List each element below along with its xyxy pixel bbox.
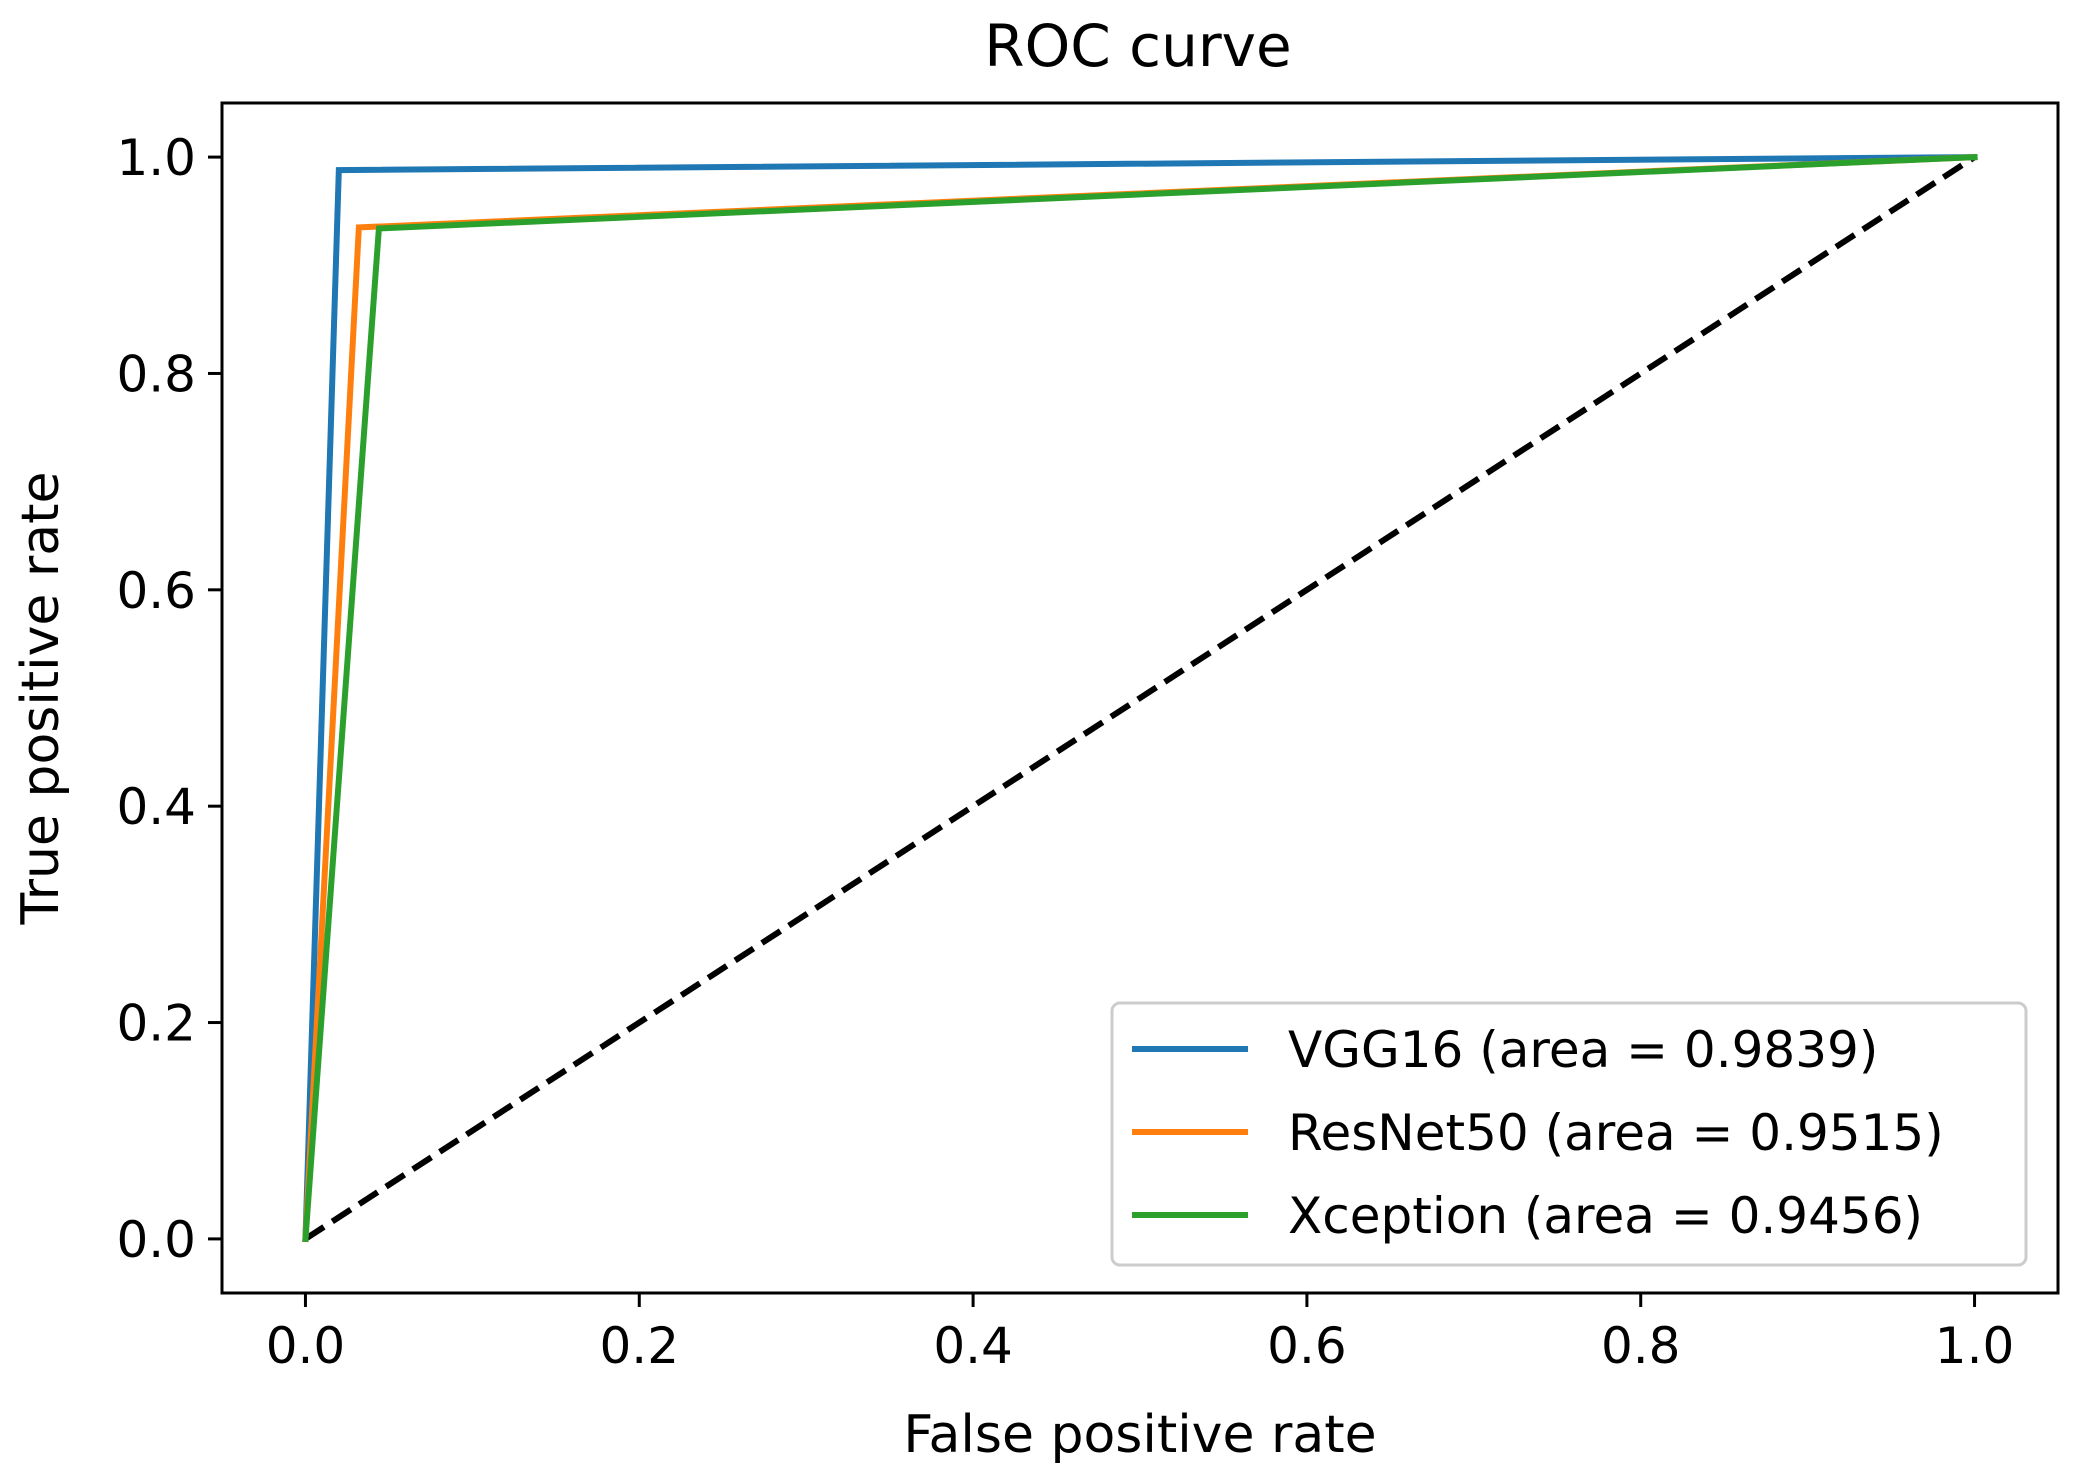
- legend-label-3: Xception (area = 0.9456): [1288, 1187, 1923, 1245]
- y-tick-label: 0.6: [116, 562, 196, 620]
- x-tick-label: 0.6: [1267, 1317, 1347, 1375]
- y-axis-label: True positive rate: [11, 471, 71, 925]
- chart-title: ROC curve: [984, 12, 1291, 80]
- series-line-1: [302, 154, 1978, 1243]
- y-tick-label: 0.2: [116, 995, 196, 1053]
- plot-frame: [220, 101, 2060, 1295]
- reference-diagonal-line: [303, 154, 1977, 1242]
- legend-label-2: ResNet50 (area = 0.9515): [1288, 1104, 1944, 1162]
- x-tick-label: 0.2: [600, 1317, 680, 1375]
- y-tick-label: 0.0: [116, 1211, 196, 1269]
- y-tick-label: 0.4: [116, 778, 196, 836]
- x-axis-ticks: 0.0 0.2 0.4 0.6 0.8 1.0: [266, 1293, 2015, 1375]
- y-tick-label: 0.8: [116, 345, 196, 403]
- legend-label-1: VGG16 (area = 0.9839): [1288, 1021, 1878, 1079]
- plot-lines: [302, 153, 1978, 1243]
- legend: VGG16 (area = 0.9839) ResNet50 (area = 0.…: [1110, 1001, 2028, 1267]
- x-tick-label: 0.0: [266, 1317, 346, 1375]
- series-line-3: [302, 153, 1978, 1243]
- y-axis-ticks: 0.0 0.2 0.4 0.6 0.8 1.0: [116, 129, 222, 1269]
- y-tick-label: 1.0: [116, 129, 196, 187]
- legend-box: [1110, 1001, 2028, 1267]
- x-tick-label: 1.0: [1935, 1317, 2015, 1375]
- x-tick-label: 0.8: [1601, 1317, 1681, 1375]
- x-axis-label: False positive rate: [903, 1405, 1376, 1465]
- x-tick-label: 0.4: [933, 1317, 1013, 1375]
